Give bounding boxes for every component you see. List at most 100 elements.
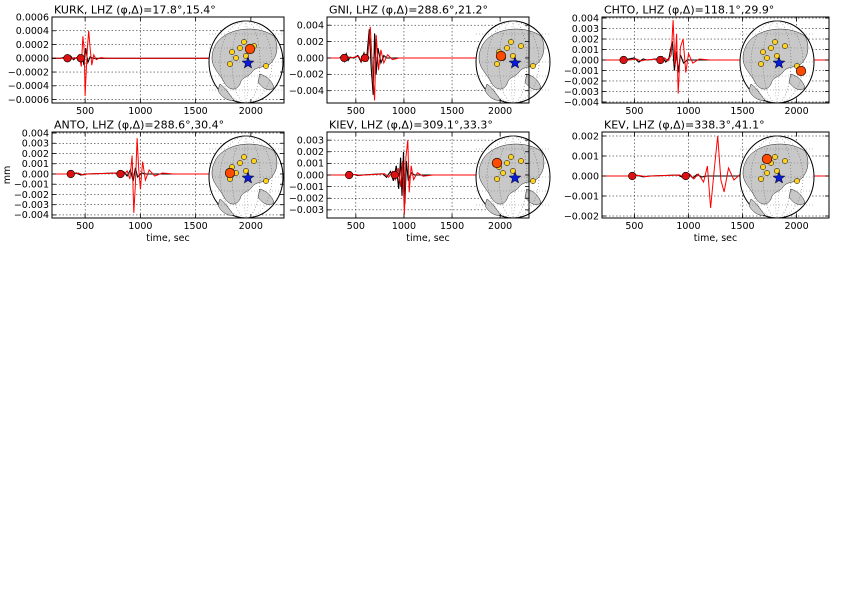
x-tick-label: 1500 xyxy=(730,221,754,232)
x-tick-label: 2000 xyxy=(488,106,512,117)
y-tick-label: 0.000 xyxy=(572,55,599,66)
globe-land xyxy=(484,198,502,216)
panel-title: GNI, LHZ (φ,Δ)=288.6°,21.2° xyxy=(329,4,488,17)
globe-land xyxy=(257,188,275,205)
station-marker xyxy=(243,168,249,174)
station-marker xyxy=(760,164,766,170)
arrival-marker xyxy=(116,169,125,179)
globe-land xyxy=(211,28,278,90)
highlighted-station-marker xyxy=(761,153,773,165)
arrival-marker xyxy=(66,169,75,179)
station-marker xyxy=(510,53,516,59)
y-tick-label: 0.004 xyxy=(22,128,49,139)
arrival-marker xyxy=(63,54,72,63)
x-tick-label: 1000 xyxy=(128,106,152,117)
source-star xyxy=(772,171,786,184)
globe-meridian xyxy=(750,20,804,104)
globe-land xyxy=(742,28,809,90)
x-tick-label: 1000 xyxy=(676,106,700,117)
axes-frame xyxy=(601,131,830,219)
station-marker xyxy=(530,63,536,69)
x-tick-label: 2000 xyxy=(784,221,808,232)
station-marker xyxy=(772,39,778,45)
station-marker xyxy=(504,160,510,166)
x-tick-label: 1500 xyxy=(730,106,754,117)
y-tick-label: −0.002 xyxy=(289,70,324,81)
station-marker xyxy=(510,168,516,174)
station-marker xyxy=(263,63,269,69)
panel-4: −0.004−0.003−0.002−0.0010.0000.0010.0020… xyxy=(14,119,285,244)
trace-red xyxy=(602,135,829,209)
source-star xyxy=(508,56,522,69)
panel-title: KURK, LHZ (φ,Δ)=17.8°,15.4° xyxy=(54,4,216,17)
station-marker xyxy=(233,55,239,61)
x-axis-label: time, sec xyxy=(146,233,190,244)
station-marker xyxy=(237,45,243,51)
x-tick-label: 1500 xyxy=(440,221,464,232)
y-tick-label: 0.000 xyxy=(297,170,324,181)
x-tick-label: 2000 xyxy=(239,221,263,232)
globe-land xyxy=(788,188,806,205)
panel-title: ANTO, LHZ (φ,Δ)=288.6°,30.4° xyxy=(54,119,224,132)
y-tick-label: 0.004 xyxy=(297,20,324,31)
source-star xyxy=(241,171,255,184)
x-tick-label: 1000 xyxy=(392,221,416,232)
station-marker xyxy=(794,178,800,184)
globe-meridian xyxy=(219,20,273,104)
y-tick-label: 0.003 xyxy=(572,24,599,35)
station-marker xyxy=(782,43,788,49)
station-marker xyxy=(494,61,500,67)
globe-land xyxy=(211,143,278,205)
x-axis-label: time, sec xyxy=(694,233,738,244)
traces xyxy=(602,20,829,94)
station-marker xyxy=(782,158,788,164)
globe-land xyxy=(257,73,275,90)
shared-ylabel: mm xyxy=(2,166,13,185)
y-tick-label: −0.003 xyxy=(14,200,49,211)
trace-red xyxy=(602,20,829,94)
station-marker xyxy=(241,154,247,160)
y-tick-label: 0.000 xyxy=(572,171,599,182)
highlighted-station-marker xyxy=(495,50,507,62)
highlighted-station-marker xyxy=(795,65,807,77)
arrival-marker xyxy=(360,53,370,63)
station-marker xyxy=(251,158,257,164)
highlighted-station-marker xyxy=(491,157,503,169)
y-tick-label: −0.001 xyxy=(564,191,599,202)
y-tick-label: 0.001 xyxy=(572,151,599,162)
globe-land xyxy=(217,83,235,101)
station-marker xyxy=(774,168,780,174)
y-tick-label: 0.0004 xyxy=(16,26,49,37)
arrival-marker xyxy=(340,53,349,63)
arrival-marker xyxy=(619,55,628,65)
globe-land xyxy=(484,83,502,101)
y-tick-label: 0.002 xyxy=(572,131,599,142)
station-marker xyxy=(530,178,536,184)
x-tick-label: 500 xyxy=(347,106,365,117)
globe-land xyxy=(478,28,545,90)
y-tick-label: 0.002 xyxy=(297,37,324,48)
station-marker xyxy=(758,176,764,182)
panel-3: −0.004−0.003−0.002−0.0010.0000.0010.0020… xyxy=(564,4,830,117)
x-tick-label: 2000 xyxy=(239,106,263,117)
globe-meridian xyxy=(486,20,540,104)
station-marker xyxy=(500,170,506,176)
station-marker xyxy=(263,178,269,184)
panel-title: CHTO, LHZ (φ,Δ)=118.1°,29.9° xyxy=(604,4,774,17)
globe-inset xyxy=(208,135,284,219)
x-tick-label: 1000 xyxy=(392,106,416,117)
arrival-marker xyxy=(76,54,85,63)
station-marker xyxy=(774,53,780,59)
y-tick-label: −0.002 xyxy=(14,190,49,201)
globe-land xyxy=(742,143,809,205)
axes-frame xyxy=(51,16,285,104)
station-marker xyxy=(760,49,766,55)
arrival-marker xyxy=(681,171,690,181)
x-tick-label: 1500 xyxy=(440,106,464,117)
globe-land xyxy=(217,198,235,216)
globe-land xyxy=(748,198,766,216)
x-tick-label: 500 xyxy=(76,106,94,117)
trace-red xyxy=(327,140,529,215)
y-tick-label: −0.004 xyxy=(289,86,324,97)
highlighted-station-marker xyxy=(244,43,256,55)
